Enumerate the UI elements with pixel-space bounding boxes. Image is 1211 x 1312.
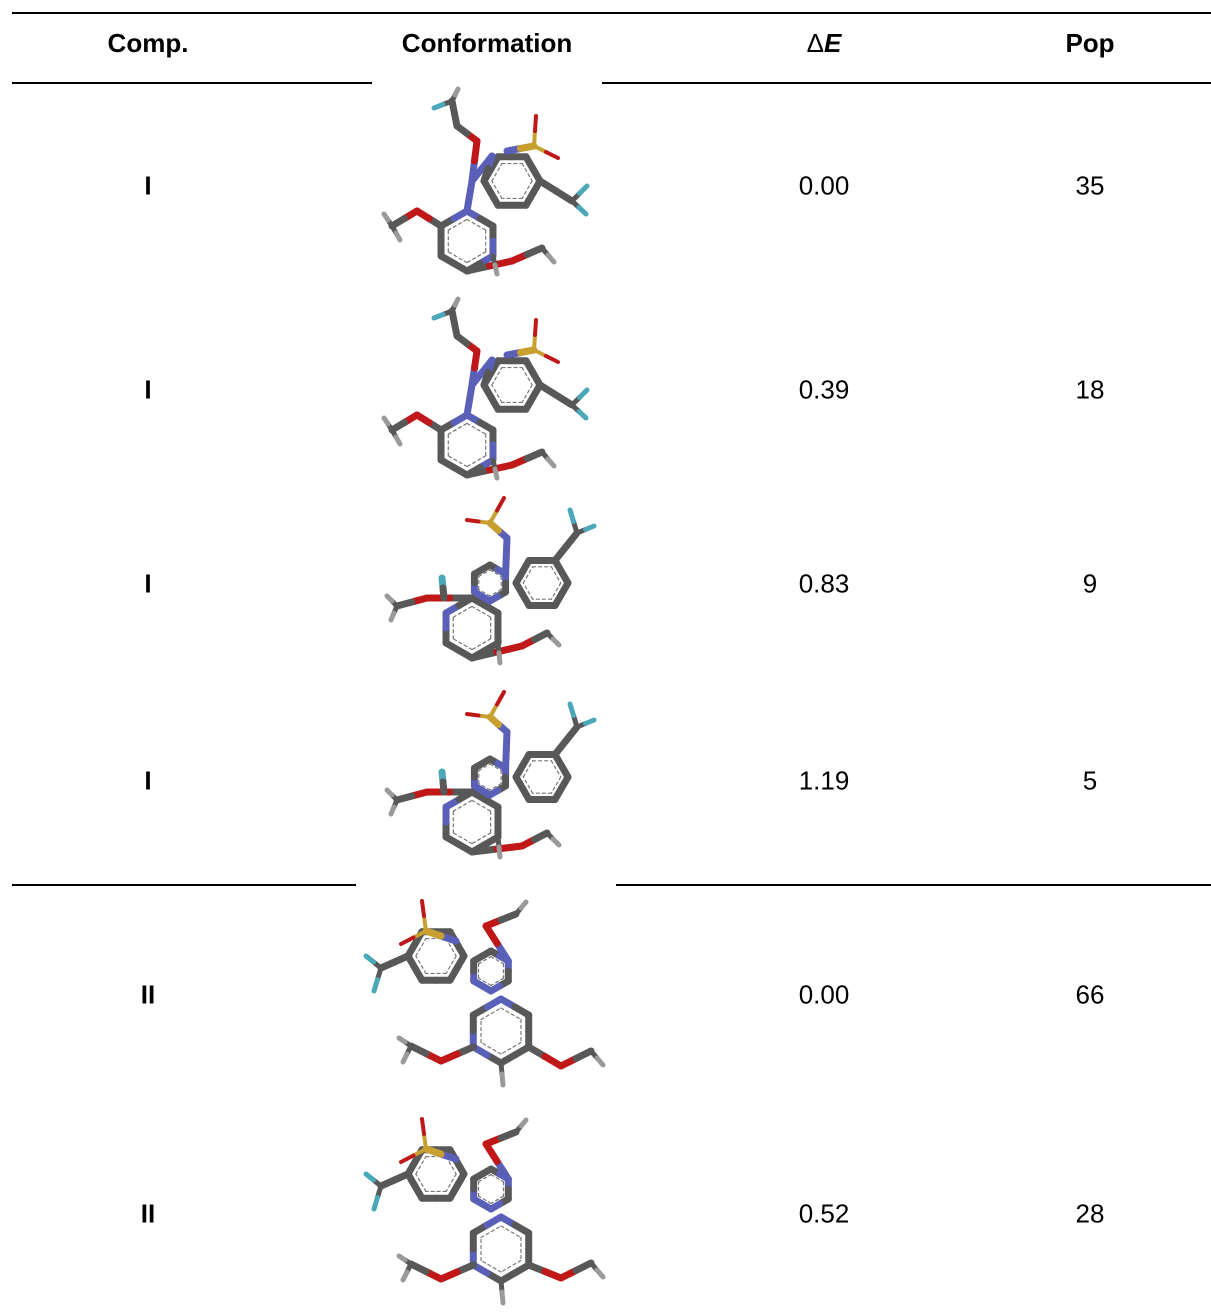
conformation-image	[372, 86, 602, 286]
comp-cell: II	[140, 1198, 156, 1229]
header-rule-left	[12, 82, 372, 84]
delta-e-cell: 0.39	[798, 374, 850, 405]
comp-cell: I	[144, 568, 152, 599]
pop-cell: 66	[1075, 979, 1105, 1010]
comp-cell: I	[144, 765, 152, 796]
header-rule-right	[602, 82, 1211, 84]
top-rule	[12, 12, 1211, 14]
delta-e-cell: 1.19	[798, 765, 850, 796]
header-pop: Pop	[1065, 28, 1115, 58]
energy-var: E	[824, 28, 842, 58]
pop-cell: 9	[1082, 568, 1098, 599]
header-delta-e: ΔE	[807, 28, 842, 59]
conformation-image	[356, 886, 616, 1096]
comp-cell: II	[140, 979, 156, 1010]
group-rule-right	[616, 884, 1211, 886]
conformation-image	[356, 1104, 616, 1310]
pop-cell: 35	[1075, 170, 1105, 201]
delta-e-cell: 0.52	[798, 1198, 850, 1229]
delta-e-cell: 0.83	[798, 568, 850, 599]
delta-symbol: Δ	[806, 28, 825, 58]
conformation-image	[372, 488, 602, 678]
conformation-image	[372, 682, 602, 878]
group-rule-left	[12, 884, 356, 886]
pop-cell: 5	[1082, 765, 1098, 796]
comp-cell: I	[144, 374, 152, 405]
conformation-image	[372, 290, 602, 490]
delta-e-cell: 0.00	[798, 979, 850, 1010]
header-conformation: Conformation	[401, 28, 573, 58]
pop-cell: 28	[1075, 1198, 1105, 1229]
pop-cell: 18	[1075, 374, 1105, 405]
header-comp: Comp.	[107, 28, 189, 58]
delta-e-cell: 0.00	[798, 170, 850, 201]
comp-cell: I	[144, 170, 152, 201]
